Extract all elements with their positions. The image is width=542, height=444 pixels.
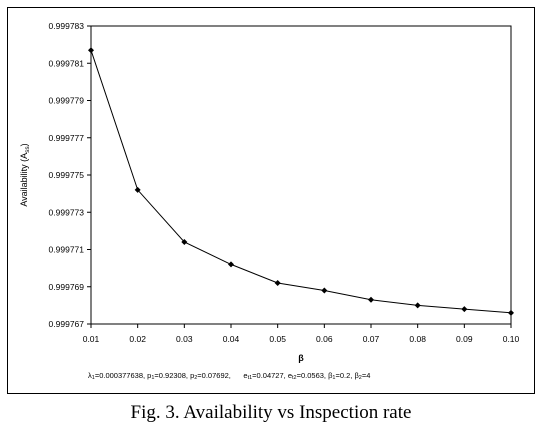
data-point-marker (274, 280, 281, 287)
y-tick-label: 0.999781 (49, 58, 85, 68)
x-axis-label: β (298, 353, 304, 363)
series-markers (88, 47, 514, 316)
figure-caption: Fig. 3. Availability vs Inspection rate (130, 402, 412, 423)
data-point-marker (508, 309, 514, 316)
y-tick-label: 0.999767 (49, 319, 85, 329)
parameter-annotation: λ1=0.000377638, p1=0.92308, p2=0.07692, … (88, 371, 371, 381)
x-tick-label: 0.07 (363, 334, 380, 344)
data-point-marker (414, 302, 421, 309)
y-axis-label: Availability (Ass) (19, 143, 31, 206)
data-point-marker (88, 47, 94, 54)
x-tick-label: 0.04 (223, 334, 240, 344)
y-tick-label: 0.999775 (49, 170, 85, 180)
data-point-marker (461, 306, 468, 313)
y-tick-label: 0.999777 (49, 133, 85, 143)
plot-area (90, 25, 512, 325)
x-tick-label: 0.10 (503, 334, 520, 344)
x-tick-label: 0.03 (176, 334, 193, 344)
data-point-marker (228, 261, 234, 268)
data-point-marker (181, 239, 188, 246)
data-point-marker (134, 186, 141, 193)
x-tick-label: 0.06 (316, 334, 333, 344)
y-tick-label: 0.999783 (49, 21, 85, 31)
x-tick-label: 0.02 (129, 334, 146, 344)
x-axis-ticks: 0.01 0.02 0.03 0.04 0.05 0.06 0.07 0.08 0.09 0.10 (83, 324, 520, 344)
y-tick-label: 0.999769 (49, 282, 85, 292)
data-point-marker (368, 296, 374, 303)
y-tick-label: 0.999773 (49, 207, 85, 217)
x-tick-label: 0.05 (269, 334, 286, 344)
data-point-marker (321, 287, 328, 294)
y-tick-label: 0.999779 (49, 96, 85, 106)
series-line (90, 50, 512, 314)
x-tick-label: 0.01 (83, 334, 100, 344)
x-tick-label: 0.08 (409, 334, 426, 344)
y-axis-ticks: 0.999767 0.999769 0.999771 0.999773 0.999775… (49, 21, 91, 329)
x-tick-label: 0.09 (456, 334, 473, 344)
y-tick-label: 0.999771 (49, 245, 85, 255)
figure-frame (7, 7, 535, 394)
